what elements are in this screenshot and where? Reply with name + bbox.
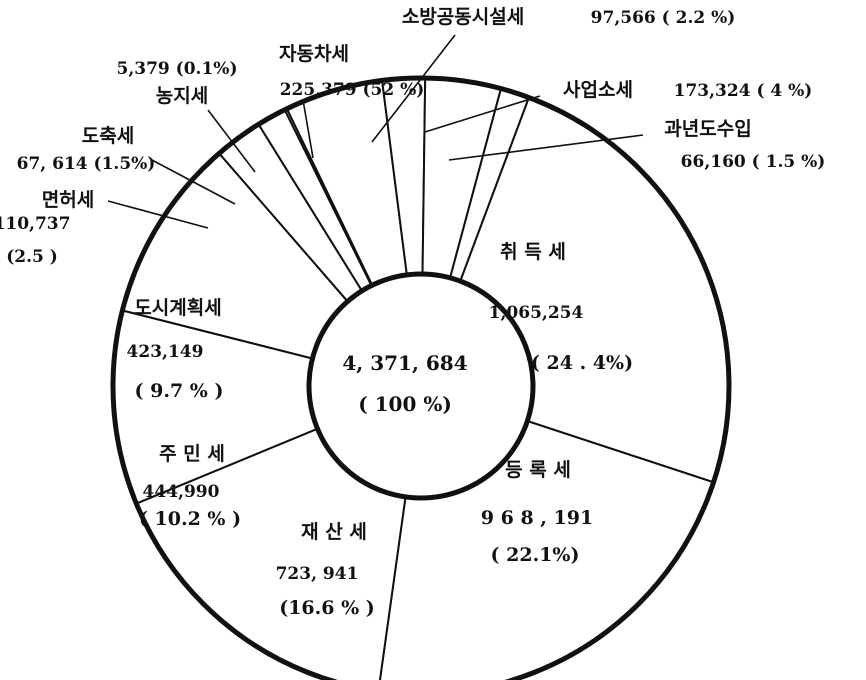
label-acquisition-value: 1,065,254	[489, 303, 584, 323]
label-property-pct: (16.6 % )	[279, 597, 375, 619]
label-license-value: 110,737	[0, 214, 70, 234]
total-value: 4, 371, 684	[342, 351, 467, 375]
pie-center-circle	[306, 271, 536, 501]
label-registration-pct: ( 22.1%)	[491, 544, 580, 566]
leader-business	[424, 95, 541, 133]
label-carryover-value: 66,160 ( 1.5 %)	[681, 152, 826, 172]
label-business-name: 사업소세	[563, 79, 633, 101]
label-license-pct: (2.5 )	[6, 247, 58, 267]
label-vehicle-value: 225,379 (52 %)	[280, 80, 425, 100]
label-slaughter-value: 67, 614 (1.5%)	[17, 154, 156, 174]
label-acquisition-pct: ( 24 . 4%)	[531, 352, 633, 374]
leader-vehicle	[302, 99, 314, 159]
label-resident-value: 444,990	[143, 482, 220, 502]
label-urban-name: 도시계획세	[134, 297, 221, 319]
leader-license	[107, 200, 209, 229]
label-fire-name: 소방공동시설세	[402, 6, 524, 28]
leader-slaughter	[151, 159, 236, 205]
label-property-name: 재 산 세	[301, 521, 367, 543]
label-farmland-name: 농지세	[156, 85, 208, 107]
label-license-name: 면허세	[42, 189, 94, 211]
label-acquisition-name: 취 득 세	[500, 241, 566, 263]
label-carryover-name: 과년도수입	[664, 118, 751, 140]
label-business-value: 173,324 ( 4 %)	[674, 81, 813, 101]
label-registration-value: 9 6 8 , 191	[481, 507, 593, 529]
leader-fire	[371, 34, 456, 143]
label-urban-pct: ( 9.7 % )	[135, 380, 224, 402]
label-property-value: 723, 941	[276, 564, 359, 584]
label-resident-pct: ( 10.2 % )	[139, 508, 241, 530]
total-percent: ( 100 %)	[358, 392, 452, 416]
label-registration-name: 등 록 세	[505, 459, 571, 481]
label-fire-value: 97,566 ( 2.2 %)	[591, 8, 736, 28]
leader-farmland	[207, 109, 256, 173]
label-farmland-value: 5,379 (0.1%)	[117, 59, 238, 79]
label-vehicle-name: 자동차세	[279, 43, 349, 65]
label-urban-value: 423,149	[127, 342, 204, 362]
label-resident-name: 주 민 세	[159, 443, 225, 465]
leader-carryover	[448, 134, 644, 161]
label-slaughter-name: 도축세	[82, 125, 134, 147]
